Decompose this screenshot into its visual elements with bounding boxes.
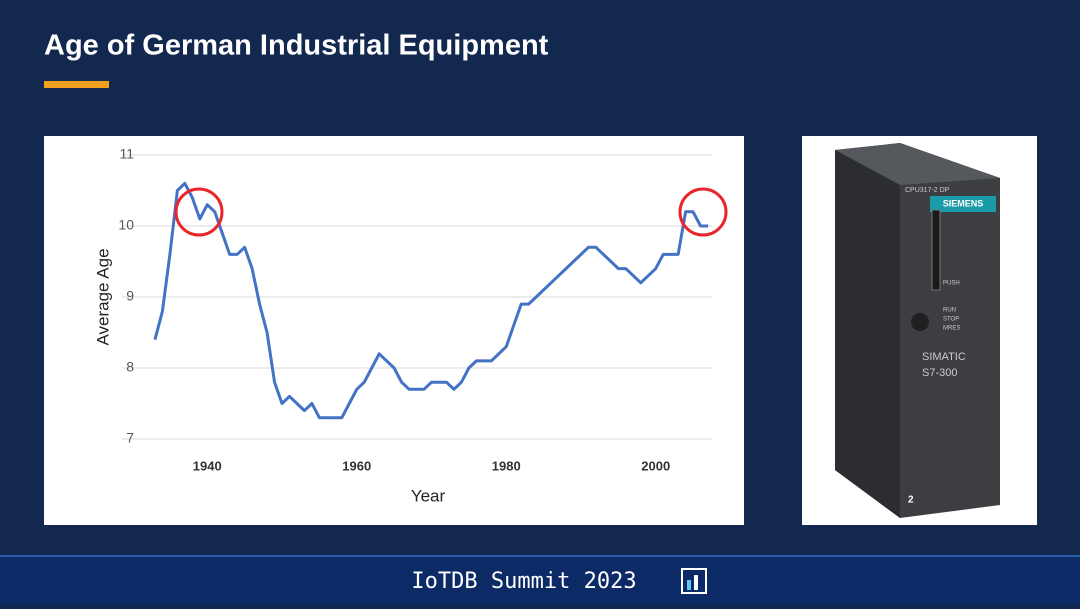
cpu-label: CPU317-2 DP xyxy=(905,187,950,194)
switch-label: MRES xyxy=(943,326,960,332)
title-underline xyxy=(44,81,109,88)
y-tick-label: 8 xyxy=(126,359,134,375)
footer-band xyxy=(0,555,1080,604)
y-tick-label: 11 xyxy=(119,146,134,162)
brand-plate xyxy=(930,196,996,212)
logo-frame xyxy=(681,568,707,594)
y-tick-label: 7 xyxy=(126,430,134,446)
plc-photo: CPU317-2 DP SIEMENS PUSH RUN STOP MRES S… xyxy=(835,143,1000,518)
switch-label: STOP xyxy=(943,317,959,323)
line-chart: 7 8 9 10 11 1940 1960 1980 2000 Year Average Age xyxy=(93,146,728,505)
highlight-circle xyxy=(678,187,728,237)
slot-label: 2 xyxy=(908,495,914,506)
footer-logo xyxy=(681,568,707,594)
chart-panel xyxy=(44,136,744,525)
x-axis-label: Year xyxy=(411,486,446,505)
led-strip xyxy=(931,209,941,291)
model-label: SIMATIC xyxy=(922,351,966,363)
footer-text: IoTDB Summit 2023 xyxy=(411,569,636,594)
logo-bar xyxy=(694,575,698,590)
footer-line xyxy=(0,555,1080,557)
y-tick-label: 10 xyxy=(118,217,134,233)
data-line xyxy=(153,181,709,420)
plc-side xyxy=(835,150,900,518)
switch-label: RUN xyxy=(943,308,956,314)
x-tick-label: 1980 xyxy=(492,458,521,473)
logo-bar xyxy=(687,580,691,590)
key-switch xyxy=(911,313,929,331)
highlight-circle xyxy=(174,187,224,237)
plc-top xyxy=(835,143,1000,185)
y-tick-label: 9 xyxy=(126,288,134,304)
y-axis-label: Average Age xyxy=(93,248,112,345)
x-tick-label: 2000 xyxy=(641,458,670,473)
slide-title: Age of German Industrial Equipment xyxy=(44,30,549,62)
x-tick-label: 1940 xyxy=(193,458,222,473)
brand-label: SIEMENS xyxy=(943,198,984,208)
x-tick-label: 1960 xyxy=(342,458,371,473)
push-label: PUSH xyxy=(943,281,960,287)
model-label: S7-300 xyxy=(922,367,957,379)
